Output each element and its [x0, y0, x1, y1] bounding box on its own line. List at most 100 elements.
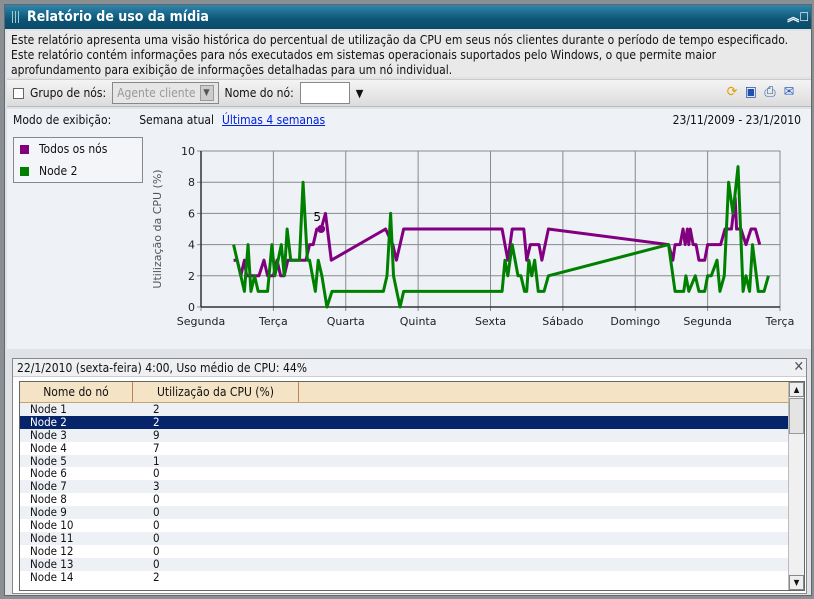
cpu-line-chart[interactable]: 0 2 4 6 8 10 Segunda Terça Quarta Quinta Sexta Sába…	[7, 131, 811, 349]
collapse-icon[interactable]: ︽	[787, 10, 800, 24]
node-name-cell: Node 8	[30, 492, 67, 507]
chevron-down-icon[interactable]: ▼	[199, 85, 214, 101]
node-name-cell: Node 3	[30, 427, 67, 442]
cpu-cell: 0	[153, 518, 160, 533]
detail-header: 22/1/2010 (sexta-feira) 4:00, Uso médio …	[13, 359, 806, 377]
drag-grip-icon[interactable]	[12, 11, 20, 23]
node-name-cell: Node 9	[30, 505, 67, 520]
last-4-weeks-link[interactable]: Últimas 4 semanas	[222, 113, 326, 127]
data-point-marker	[317, 225, 326, 233]
x-tick-label: Sexta	[475, 315, 506, 328]
data-point-label: 5	[313, 210, 321, 224]
save-icon[interactable]: ▣	[745, 84, 757, 100]
view-mode-bar: Modo de exibição: Semana atual Últimas 4…	[7, 109, 811, 131]
x-tick-label: Segunda	[177, 315, 225, 328]
cpu-cell: 0	[153, 530, 160, 545]
cpu-cell: 1	[153, 453, 160, 468]
column-header-cpu[interactable]: Utilização da CPU (%)	[133, 382, 299, 402]
legend-label: Todos os nós	[39, 142, 108, 156]
vertical-scrollbar[interactable]: ▲ ▼	[788, 382, 804, 590]
y-tick-label: 8	[188, 176, 195, 189]
maximize-icon[interactable]: ☐	[799, 10, 809, 24]
print-icon[interactable]: ⎙	[764, 84, 776, 100]
x-tick-label: Segunda	[683, 315, 731, 328]
series-line-node-2	[232, 165, 770, 309]
node-name-cell: Node 13	[30, 556, 74, 571]
scroll-thumb[interactable]	[789, 398, 804, 434]
node-name-cell: Node 7	[30, 479, 67, 494]
node-name-cell: Node 4	[30, 440, 67, 455]
current-week-option[interactable]: Semana atual	[139, 113, 215, 127]
scroll-up-icon[interactable]: ▲	[789, 382, 804, 397]
table-row[interactable]: Node 3 9	[20, 427, 804, 442]
cpu-cell: 9	[153, 427, 160, 442]
table-row[interactable]: Node 4 7	[20, 440, 804, 455]
node-group-label: Grupo de nós:	[30, 86, 107, 100]
chart-area: Todos os nós Node 2 0 2 4 6 8 10 Segunda Terça Q…	[7, 131, 811, 349]
table-row[interactable]: Node 7 3	[20, 479, 804, 494]
refresh-icon[interactable]: ⟳	[726, 84, 738, 100]
cpu-cell: 2	[153, 414, 160, 429]
report-description: Este relatório apresenta uma visão histó…	[7, 31, 811, 77]
node-name-cell: Node 12	[30, 543, 74, 558]
node-name-cell: Node 10	[30, 518, 74, 533]
scroll-down-icon[interactable]: ▼	[789, 575, 804, 590]
node-name-label: Nome do nó:	[224, 86, 294, 100]
toolbar: Grupo de nós: Agente cliente ▼ Nome do nó…	[7, 79, 811, 107]
table-row[interactable]: Node 9 0	[20, 505, 804, 520]
detail-panel: 22/1/2010 (sexta-feira) 4:00, Uso médio …	[12, 358, 807, 594]
legend: Todos os nós Node 2	[13, 137, 143, 183]
table-row[interactable]: Node 12 0	[20, 543, 804, 558]
table-row[interactable]: Node 2 2	[20, 414, 804, 429]
legend-item-all-nodes[interactable]: Todos os nós	[14, 138, 142, 160]
x-tick-label: Domingo	[610, 315, 660, 328]
cpu-cell: 3	[153, 479, 160, 494]
table-row[interactable]: Node 10 0	[20, 519, 804, 532]
x-tick-label: Sábado	[542, 315, 583, 328]
y-tick-label: 4	[188, 239, 195, 252]
y-axis-label: Utilização da CPU (%)	[151, 169, 164, 288]
table-row[interactable]: Node 11 0	[20, 530, 804, 545]
y-tick-label: 0	[188, 301, 195, 314]
node-name-input[interactable]	[299, 82, 350, 104]
cpu-cell: 0	[153, 543, 160, 558]
email-icon[interactable]: ✉	[783, 84, 795, 100]
node-group-select[interactable]: Agente cliente ▼	[112, 82, 219, 104]
title-bar: Relatório de uso da mídia ︽☐	[5, 5, 811, 29]
cpu-cell: 0	[153, 505, 160, 520]
y-tick-label: 10	[181, 145, 195, 158]
y-tick-label: 6	[188, 207, 195, 220]
node-name-cell: Node 5	[30, 453, 67, 468]
node-name-cell: Node 11	[30, 530, 74, 545]
table-row[interactable]: Node 8 0	[20, 493, 804, 506]
node-group-value: Agente cliente	[117, 86, 196, 100]
table-row[interactable]: Node 6 0	[20, 467, 804, 480]
table-row[interactable]: Node 14 2	[20, 569, 804, 584]
legend-swatch	[20, 144, 29, 154]
legend-swatch	[20, 166, 29, 176]
node-name-cell: Node 2	[30, 414, 67, 429]
report-window: Relatório de uso da mídia ︽☐ Este relató…	[4, 4, 812, 596]
x-tick-label: Quinta	[400, 315, 437, 328]
node-name-dropdown-icon[interactable]: ▼	[355, 86, 364, 100]
cpu-cell: 0	[153, 492, 160, 507]
cpu-cell: 2	[153, 569, 160, 584]
date-range: 23/11/2009 - 23/1/2010	[672, 113, 801, 127]
node-name-cell: Node 14	[30, 569, 74, 584]
cpu-cell: 2	[153, 402, 160, 416]
x-tick-label: Quarta	[327, 315, 365, 328]
table-row[interactable]: Node 13 0	[20, 556, 804, 571]
cpu-cell: 7	[153, 440, 160, 455]
node-group-checkbox[interactable]	[13, 87, 24, 99]
cpu-cell: 0	[153, 556, 160, 571]
legend-item-node-2[interactable]: Node 2	[14, 160, 142, 182]
table-row[interactable]: Node 1 2	[20, 403, 804, 416]
close-icon[interactable]: ✕	[793, 359, 804, 375]
view-mode-label: Modo de exibição:	[13, 113, 112, 127]
x-tick-label: Terça	[765, 315, 795, 328]
table-row[interactable]: Node 5 1	[20, 453, 804, 468]
x-tick-label: Terça	[258, 315, 288, 328]
window-title: Relatório de uso da mídia	[27, 9, 209, 25]
column-header-node-name[interactable]: Nome do nó	[20, 382, 133, 402]
